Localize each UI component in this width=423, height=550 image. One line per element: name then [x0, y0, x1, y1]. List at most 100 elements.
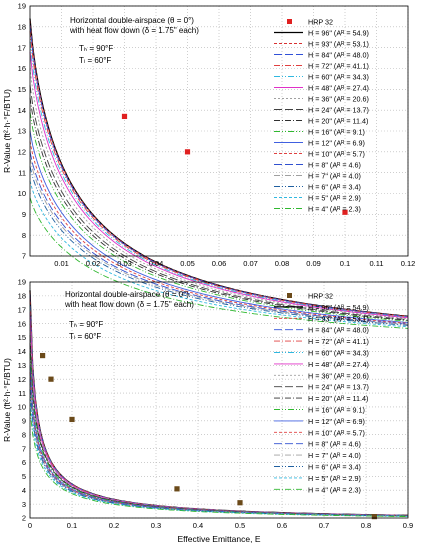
y-tick-label: 9 [22, 210, 26, 219]
y-tick-label: 4 [22, 486, 26, 495]
legend-label: H = 93" (Aᴿ = 53.1) [308, 40, 369, 49]
x-tick-label: 0.12 [401, 259, 416, 268]
x-tick-label: 0.8 [361, 521, 371, 530]
plot-frame-top [29, 5, 409, 257]
y-axis-label-bottom: R-Value (ft²·h·°F/BTU) [2, 358, 12, 442]
y-tick-label: 17 [18, 305, 26, 314]
y-tick-label: 12 [18, 148, 26, 157]
y-tick-label: 18 [18, 23, 26, 32]
x-tick-label: 0.01 [54, 259, 69, 268]
x-tick-label: 0.07 [243, 259, 258, 268]
condition-th: Tₕ = 90°F [69, 320, 103, 329]
annotation-line-2: with heat flow down (δ = 1.75" each) [69, 26, 199, 35]
legend-label: H = 48" (Aᴿ = 27.4) [308, 84, 369, 93]
y-tick-label: 14 [18, 347, 26, 356]
annotation-line-2: with heat flow down (δ = 1.75" each) [64, 300, 194, 309]
series-line [29, 180, 409, 328]
data-marker [184, 149, 191, 155]
legend-label: H = 60" (Aᴿ = 34.3) [308, 349, 369, 358]
legend-label: H = 36" (Aᴿ = 20.6) [308, 95, 369, 104]
plot-frame-bottom [29, 281, 409, 519]
legend-label: H = 72" (Aᴿ = 41.1) [308, 337, 369, 346]
markers-bottom [40, 352, 377, 520]
legend-marker [287, 293, 292, 298]
annotation-line-1: Horizontal double-airspace (θ = 0°) [70, 16, 194, 25]
y-tick-label: 2 [22, 514, 26, 523]
condition-tl: Tₗ = 60°F [69, 332, 101, 341]
series-line [29, 97, 409, 321]
legend-label: H = 8" (Aᴿ = 4.6) [308, 161, 361, 170]
legend-label: H = 48" (Aᴿ = 27.4) [308, 360, 369, 369]
x-tick-label: 0.2 [109, 521, 119, 530]
series-line [29, 112, 409, 322]
x-tick-label: 0.06 [212, 259, 227, 268]
y-tick-label: 13 [18, 127, 26, 136]
series-line [29, 51, 409, 319]
x-ticks-bottom: 0 0.1 0.2 0.3 0.4 0.5 0.6 0.7 0.8 0.9 [28, 521, 413, 530]
x-tick-label: 0.5 [235, 521, 245, 530]
y-tick-label: 15 [18, 85, 26, 94]
data-marker [48, 376, 54, 382]
chart-top: 0.01 0.02 0.03 0.04 0.05 0.06 0.07 0.08 0.09 0.1 0… [2, 2, 415, 329]
series-line [29, 85, 409, 321]
data-marker [371, 514, 377, 520]
y-tick-label: 18 [18, 292, 26, 301]
x-tick-label: 0.09 [306, 259, 321, 268]
legend-bottom: HRP 32 H = 96" (Aᴿ = 54.9) H = 93" (Aᴿ = 5… [274, 292, 369, 494]
series-line [29, 157, 409, 326]
series-line [29, 141, 409, 324]
y-tick-label: 10 [18, 403, 26, 412]
y-tick-label: 15 [18, 333, 26, 342]
x-tick-label: 0.7 [319, 521, 329, 530]
x-axis-label: Effective Emittance, E [178, 534, 261, 544]
legend-top: HRP 32 H = 96" (Aᴿ = 54.9) H = 93" (Aᴿ = 5… [274, 18, 369, 214]
curves-bottom [29, 290, 409, 518]
legend-label: H = 7" (Aᴿ = 4.0) [308, 172, 361, 181]
legend-label: H = 16" (Aᴿ = 9.1) [308, 128, 365, 137]
y-tick-label: 8 [22, 231, 26, 240]
legend-label: H = 60" (Aᴿ = 34.3) [308, 73, 369, 82]
y-ticks-bottom: 2 3 4 5 6 7 8 9 10 11 12 13 14 15 16 17 18 19 [18, 278, 26, 523]
x-tick-label: 0.03 [117, 259, 132, 268]
annotation-top: Horizontal double-airspace (θ = 0°) with… [69, 16, 199, 65]
y-tick-label: 12 [18, 375, 26, 384]
x-tick-label: 0.1 [67, 521, 77, 530]
y-tick-label: 19 [18, 278, 26, 287]
annotation-bottom: Horizontal double-airspace (θ = 0°) with… [64, 290, 194, 341]
data-marker [69, 416, 75, 423]
data-marker [40, 352, 46, 359]
legend-label: H = 96" (Aᴿ = 54.9) [308, 29, 369, 38]
markers-top [121, 113, 348, 215]
x-tick-label: 0.02 [86, 259, 101, 268]
legend-label: H = 20" (Aᴿ = 11.4) [308, 117, 368, 126]
annotation-line-1: Horizontal double-airspace (θ = 0°) [65, 290, 189, 299]
condition-tl: Tₗ = 60°F [79, 56, 111, 65]
legend-label: H = 4" (Aᴿ = 2.3) [308, 485, 361, 494]
series-line [29, 68, 409, 320]
legend-label: HRP 32 [308, 18, 333, 27]
legend-label: H = 96" (Aᴿ = 54.9) [308, 303, 369, 312]
legend-label: HRP 32 [308, 292, 333, 301]
series-line [29, 41, 409, 318]
y-tick-label: 5 [22, 472, 26, 481]
y-tick-label: 11 [18, 168, 26, 177]
x-tick-label: 0.3 [151, 521, 161, 530]
x-tick-label: 0.9 [403, 521, 413, 530]
legend-label: H = 10" (Aᴿ = 5.7) [308, 150, 365, 159]
series-line [29, 130, 409, 324]
x-tick-label: 0 [28, 521, 32, 530]
legend-label: H = 16" (Aᴿ = 9.1) [308, 406, 365, 415]
x-tick-label: 0.4 [193, 521, 203, 530]
series-line [29, 409, 409, 518]
legend-label: H = 7" (Aᴿ = 4.0) [308, 451, 361, 460]
series-line [29, 151, 409, 325]
y-tick-label: 10 [18, 189, 26, 198]
x-ticks-top: 0.01 0.02 0.03 0.04 0.05 0.06 0.07 0.08 0.09 0.1 0… [54, 259, 415, 268]
legend-label: H = 5" (Aᴿ = 2.9) [308, 474, 361, 483]
y-tick-label: 3 [22, 500, 26, 509]
y-tick-label: 9 [22, 417, 26, 426]
y-tick-label: 8 [22, 430, 26, 439]
legend-label: H = 8" (Aᴿ = 4.6) [308, 440, 361, 449]
x-tick-label: 0.08 [275, 259, 290, 268]
